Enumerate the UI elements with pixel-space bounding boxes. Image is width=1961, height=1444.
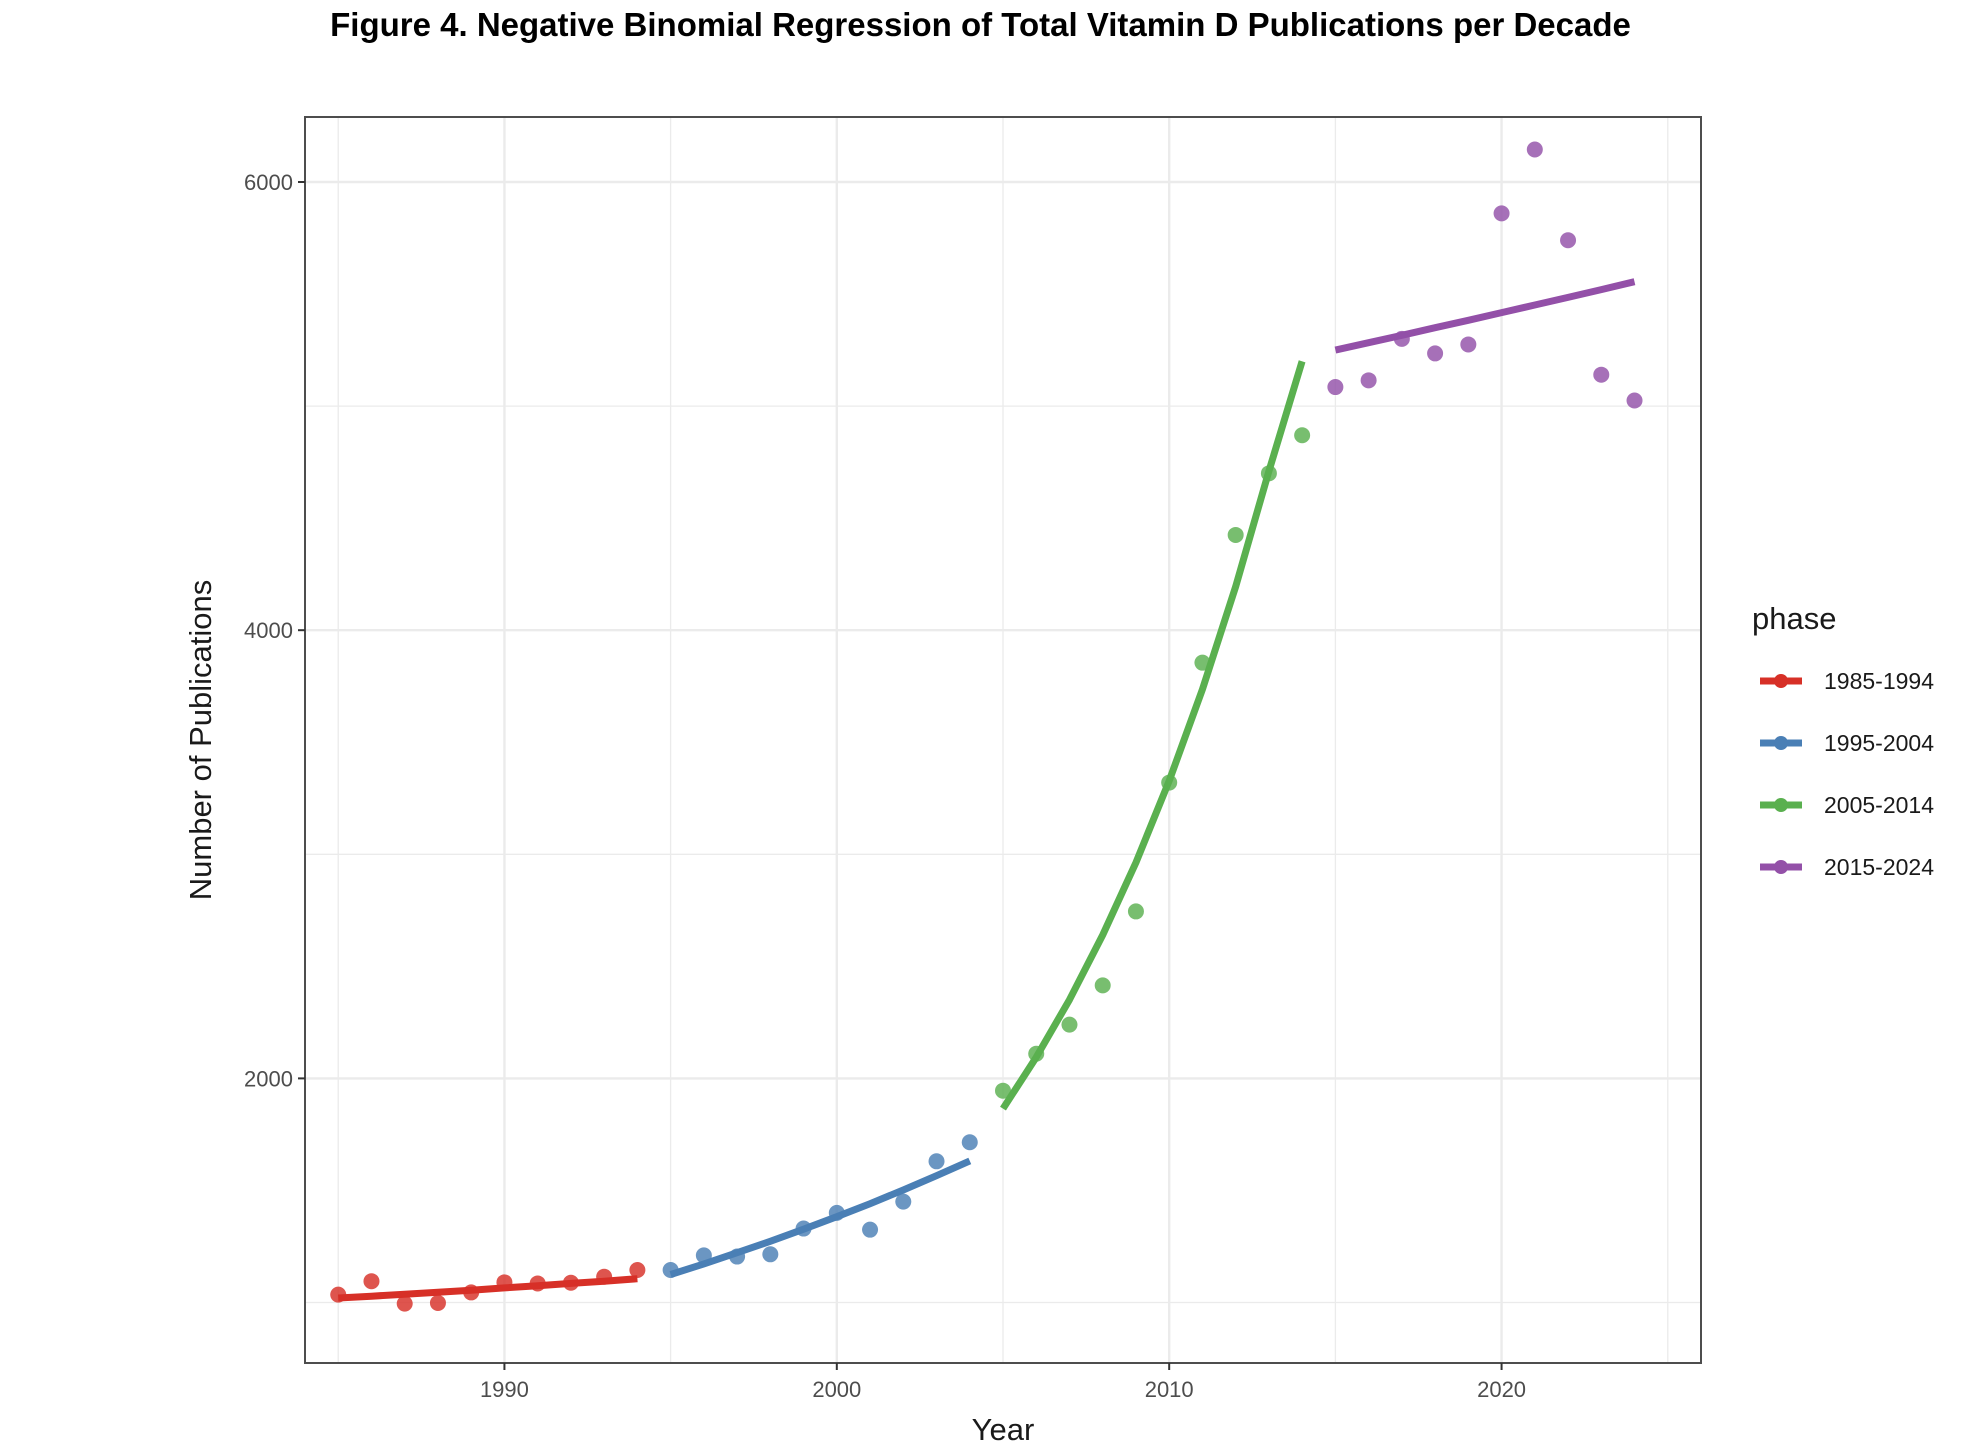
legend-key-2005-2014 bbox=[1760, 798, 1802, 812]
data-point bbox=[429, 1294, 446, 1311]
series-1995-2004 bbox=[662, 1134, 978, 1278]
data-point bbox=[1626, 392, 1643, 409]
fit-line-1995-2004 bbox=[669, 1157, 972, 1278]
y-tick-label: 2000 bbox=[244, 1066, 293, 1091]
legend-key-point bbox=[1774, 736, 1788, 750]
data-point bbox=[1526, 141, 1543, 158]
data-point bbox=[895, 1193, 912, 1210]
data-point bbox=[1560, 232, 1577, 249]
data-point bbox=[1094, 977, 1111, 994]
series-1985-1994 bbox=[330, 1261, 646, 1312]
legend-label: 1985-1994 bbox=[1824, 668, 1934, 694]
data-point bbox=[1460, 336, 1477, 353]
data-point bbox=[1194, 654, 1211, 671]
data-point bbox=[1593, 366, 1610, 383]
series-2015-2024 bbox=[1327, 141, 1643, 409]
panel-border bbox=[304, 116, 1702, 1364]
grid-layer bbox=[305, 117, 1701, 1363]
data-point bbox=[1327, 379, 1344, 396]
fit-line-2005-2014 bbox=[1000, 360, 1306, 1111]
y-tick-label: 4000 bbox=[244, 618, 293, 643]
data-point bbox=[1127, 903, 1144, 920]
legend-title: phase bbox=[1752, 601, 1836, 636]
data-point bbox=[862, 1221, 879, 1238]
data-point bbox=[662, 1261, 679, 1278]
legend-key-point bbox=[1774, 798, 1788, 812]
data-point bbox=[463, 1284, 480, 1301]
series-layer bbox=[330, 141, 1643, 1312]
data-point bbox=[1393, 330, 1410, 347]
x-tick-label: 2000 bbox=[812, 1377, 861, 1402]
legend-key-2015-2024 bbox=[1760, 860, 1802, 874]
x-tick-label: 1990 bbox=[480, 1377, 529, 1402]
x-axis-title: Year bbox=[972, 1412, 1035, 1444]
data-point bbox=[961, 1134, 978, 1151]
data-point bbox=[363, 1273, 380, 1290]
data-point bbox=[762, 1246, 779, 1263]
legend-label: 1995-2004 bbox=[1824, 730, 1934, 756]
data-point bbox=[1260, 465, 1277, 482]
data-point bbox=[1161, 774, 1178, 791]
data-point bbox=[562, 1274, 579, 1291]
y-axis-title: Number of Publications bbox=[183, 580, 218, 901]
data-point bbox=[496, 1274, 513, 1291]
fit-line-1985-1994 bbox=[338, 1275, 638, 1302]
axis-layer: 1990 2000 2010 2020 2000 4000 6000 bbox=[244, 170, 1526, 1402]
chart-title: Figure 4. Negative Binomial Regression o… bbox=[330, 6, 1631, 43]
data-point bbox=[1227, 526, 1244, 543]
data-point bbox=[1294, 427, 1311, 444]
legend-key-point bbox=[1774, 860, 1788, 874]
data-point bbox=[596, 1268, 613, 1285]
x-tick-label: 2010 bbox=[1145, 1377, 1194, 1402]
legend-key-1985-1994 bbox=[1760, 674, 1802, 688]
data-point bbox=[995, 1082, 1011, 1099]
series-2005-2014 bbox=[995, 360, 1311, 1111]
legend-key-1995-2004 bbox=[1760, 736, 1802, 750]
x-tick-label: 2020 bbox=[1477, 1377, 1526, 1402]
data-point bbox=[1493, 205, 1510, 222]
data-point bbox=[330, 1286, 347, 1303]
data-point bbox=[396, 1295, 413, 1312]
data-point bbox=[695, 1247, 712, 1264]
data-point bbox=[1028, 1045, 1045, 1062]
legend-key-point bbox=[1774, 674, 1788, 688]
data-point bbox=[928, 1153, 945, 1170]
data-point bbox=[1360, 372, 1377, 389]
data-point bbox=[795, 1220, 812, 1237]
legend-label: 2015-2024 bbox=[1824, 854, 1934, 880]
fit-line-2015-2024 bbox=[1334, 278, 1636, 354]
data-point bbox=[729, 1248, 746, 1265]
y-tick-label: 6000 bbox=[244, 170, 293, 195]
data-point bbox=[828, 1204, 845, 1221]
data-point bbox=[1061, 1016, 1078, 1033]
data-point bbox=[629, 1261, 646, 1278]
data-point bbox=[529, 1275, 546, 1292]
legend-label: 2005-2014 bbox=[1824, 792, 1934, 818]
legend: phase 1985-1994 1995-2004 2005-2014 2015-20… bbox=[1752, 601, 1934, 880]
data-point bbox=[1427, 345, 1444, 362]
